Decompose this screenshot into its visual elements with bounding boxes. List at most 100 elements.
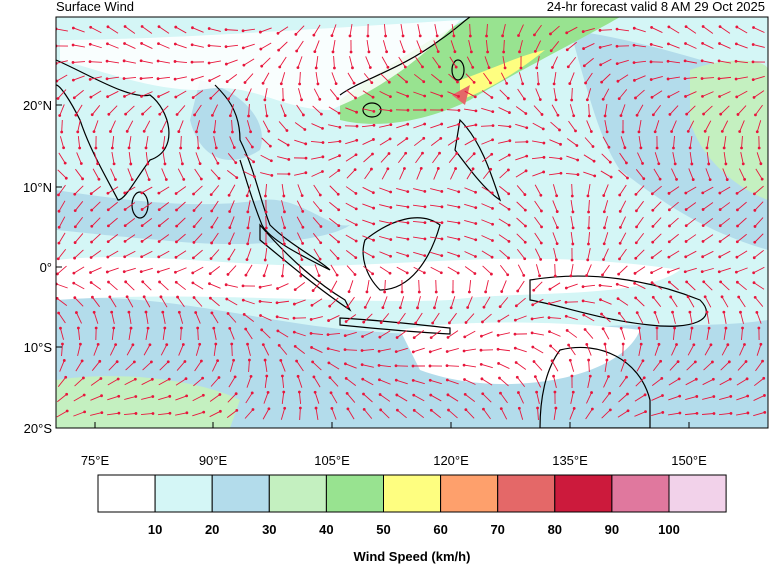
wind-arrow-head	[639, 342, 643, 346]
wind-arrow-head	[751, 43, 755, 46]
wind-arrow	[737, 281, 747, 291]
wind-arrow-head	[684, 95, 687, 98]
wind-arrow	[141, 60, 153, 64]
wind-arrow	[72, 61, 86, 63]
wind-arrow-head	[275, 315, 279, 319]
wind-arrow-head	[150, 377, 154, 381]
wind-arrow	[481, 250, 493, 258]
wind-arrow-head	[434, 290, 438, 294]
wind-arrow-head	[174, 192, 178, 195]
wind-arrow	[549, 139, 561, 145]
wind-arrow-head	[159, 295, 163, 299]
wind-arrow-head	[549, 344, 552, 348]
wind-arrow-head	[59, 326, 62, 330]
wind-arrow	[362, 378, 374, 386]
wind-arrow-head	[701, 94, 704, 98]
wind-arrow-head	[261, 81, 265, 85]
wind-arrow	[315, 408, 319, 420]
wind-arrow-head	[140, 239, 144, 243]
wind-arrow-head	[140, 255, 144, 259]
wind-arrow	[281, 247, 285, 261]
wind-arrow-head	[174, 25, 178, 29]
lon-label: 150°E	[671, 453, 707, 468]
wind-arrow	[57, 393, 67, 403]
wind-arrow	[76, 152, 82, 164]
wind-arrow-head	[287, 158, 291, 161]
wind-arrow-head	[210, 114, 214, 117]
wind-arrow	[449, 56, 457, 68]
wind-arrow-head	[639, 146, 643, 150]
wind-arrow	[125, 361, 135, 371]
wind-arrow-head	[717, 59, 721, 63]
wind-arrow	[126, 120, 134, 132]
wind-arrow	[617, 298, 629, 306]
wind-arrow	[399, 296, 405, 308]
wind-arrow	[723, 328, 727, 340]
colorbar-swatch	[325, 474, 384, 513]
wind-arrow-head	[500, 290, 504, 293]
wind-arrow	[160, 344, 168, 356]
wind-arrow-head	[700, 270, 704, 274]
wind-arrow-head	[327, 361, 331, 365]
wind-arrow-head	[417, 290, 421, 294]
wind-arrow	[229, 360, 235, 372]
wind-arrow	[176, 105, 186, 115]
wind-arrow-head	[82, 393, 86, 397]
wind-arrow-head	[531, 345, 535, 349]
wind-arrow-head	[440, 94, 444, 98]
wind-arrow-head	[626, 176, 629, 180]
wind-arrow-head	[354, 207, 358, 211]
wind-arrow	[736, 43, 748, 49]
wind-arrows	[56, 23, 767, 421]
wind-arrow-head	[632, 26, 636, 30]
wind-arrow-head	[712, 395, 716, 398]
wind-arrow	[59, 360, 65, 372]
wind-arrow-head	[264, 242, 268, 246]
wind-arrow-head	[403, 167, 406, 170]
wind-arrow-head	[214, 342, 218, 346]
wind-arrow-head	[246, 210, 250, 214]
wind-arrow	[277, 156, 289, 160]
wind-arrow-head	[421, 151, 424, 155]
wind-arrow	[313, 248, 321, 260]
wind-arrow-head	[551, 66, 554, 69]
wind-arrow-head	[602, 210, 606, 214]
wind-arrow	[158, 91, 170, 97]
wind-arrow-head	[587, 242, 590, 246]
wind-arrow-head	[314, 66, 318, 70]
wind-arrow-head	[173, 77, 177, 81]
wind-arrow	[534, 24, 542, 36]
wind-arrow-head	[469, 50, 473, 54]
wind-arrow	[162, 312, 166, 324]
wind-arrow-head	[412, 408, 416, 412]
wind-arrow-head	[281, 274, 284, 278]
wind-arrow-head	[212, 326, 216, 330]
wind-arrow-head	[401, 34, 405, 38]
wind-arrow	[447, 394, 459, 402]
wind-arrow	[651, 27, 663, 33]
wind-arrow-head	[262, 274, 266, 278]
wind-arrow	[193, 217, 203, 227]
wind-arrow	[213, 328, 217, 340]
wind-arrow-head	[668, 280, 671, 284]
wind-arrow-head	[78, 146, 82, 150]
wind-arrow	[124, 43, 136, 49]
wind-arrow	[412, 204, 426, 208]
wind-arrow	[106, 76, 120, 80]
wind-arrow-head	[361, 335, 364, 338]
wind-arrow-head	[65, 392, 69, 396]
wind-arrow-head	[423, 254, 427, 258]
wind-arrow-head	[586, 194, 590, 198]
colorbar-swatch	[383, 474, 442, 513]
wind-arrow-head	[499, 391, 502, 395]
wind-arrow-head	[571, 242, 575, 246]
wind-arrow	[415, 312, 423, 324]
wind-arrow-head	[405, 271, 409, 275]
wind-arrow-head	[124, 112, 128, 116]
wind-arrow-head	[429, 408, 433, 412]
wind-arrow-head	[575, 144, 579, 147]
wind-arrow	[754, 217, 764, 227]
wind-arrow	[192, 75, 204, 81]
wind-arrow-head	[107, 112, 111, 116]
wind-arrow	[738, 296, 746, 308]
